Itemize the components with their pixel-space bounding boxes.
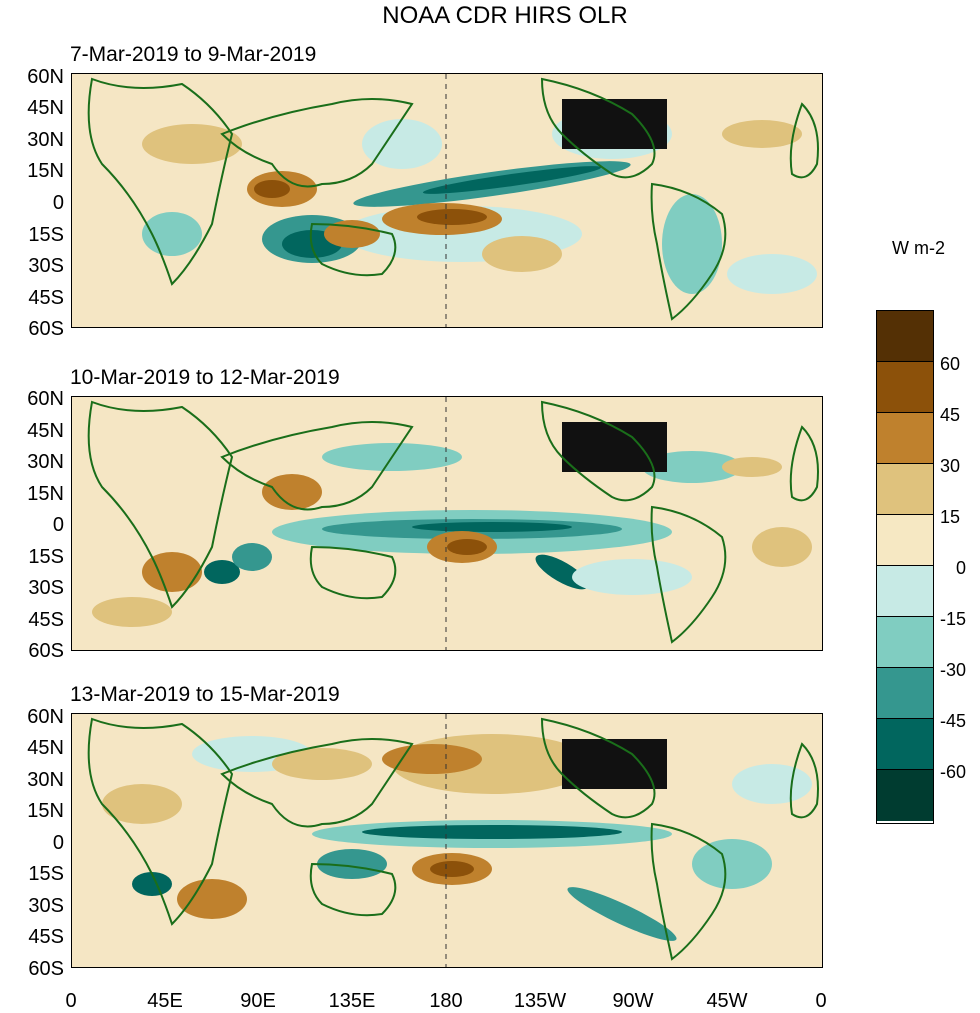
colorbar-label: 60 (940, 354, 961, 374)
colorbar-label: -30 (940, 660, 967, 680)
colorbar-label: 0 (956, 558, 967, 578)
lat-label: 60N (27, 706, 64, 728)
lat-label: 45N (27, 420, 64, 442)
lat-label: 15N (27, 800, 64, 822)
land-mask-north-america (562, 739, 667, 789)
lat-label: 30N (27, 451, 64, 473)
lat-label: 60N (27, 66, 64, 88)
lon-label: 90E (240, 990, 276, 1012)
lat-label: 0 (52, 514, 64, 536)
coastlines (87, 717, 819, 961)
panel-2-title: 10-Mar-2019 to 12-Mar-2019 (70, 366, 340, 389)
panel-1-field (87, 74, 819, 327)
lat-label: 30N (27, 769, 64, 791)
panel-3-title: 13-Mar-2019 to 15-Mar-2019 (70, 683, 340, 706)
coastlines (87, 400, 819, 644)
colorbar-label: 15 (940, 507, 961, 527)
lat-label: 60N (27, 388, 64, 410)
panel-1-title: 7-Mar-2019 to 9-Mar-2019 (70, 43, 317, 66)
lat-label: 30S (28, 255, 64, 277)
panel-1-map (71, 73, 823, 328)
lon-label: 0 (65, 990, 77, 1012)
lon-label: 90W (612, 990, 654, 1012)
lon-label: 180 (429, 990, 463, 1012)
lat-label: 60S (28, 640, 64, 662)
lat-label: 15N (27, 483, 64, 505)
lat-label: 60S (28, 318, 64, 340)
olr-anomaly-field-3 (102, 734, 812, 941)
colorbar-label: 30 (940, 456, 961, 476)
panel-2-field (87, 397, 819, 650)
lat-label: 0 (52, 832, 64, 854)
colorbar-label: -60 (940, 762, 967, 782)
lon-label: 45W (706, 990, 748, 1012)
colorbar-units: W m-2 (892, 238, 945, 258)
colorbar-swatch (877, 617, 933, 668)
colorbar-label: -15 (940, 609, 967, 629)
lat-label: 30N (27, 129, 64, 151)
colorbar-swatch (877, 464, 933, 515)
lat-label: 45S (28, 287, 64, 309)
lat-label: 15S (28, 224, 64, 246)
lat-label: 30S (28, 577, 64, 599)
lon-label: 45E (147, 990, 183, 1012)
colorbar-swatch (877, 566, 933, 617)
colorbar-label: -45 (940, 711, 967, 731)
olr-anomaly-field-2 (92, 443, 812, 627)
coastlines (87, 77, 819, 321)
colorbar-swatch (877, 362, 933, 413)
colorbar-swatch (877, 413, 933, 464)
colorbar-swatch (877, 515, 933, 566)
land-mask-north-america (562, 99, 667, 149)
lon-label: 135E (328, 990, 376, 1012)
lat-label: 0 (52, 192, 64, 214)
colorbar-swatch (877, 311, 933, 362)
lat-label: 15S (28, 546, 64, 568)
panel-3-field (87, 714, 819, 967)
lat-label: 45N (27, 97, 64, 119)
lat-label: 60S (28, 958, 64, 980)
lat-label: 30S (28, 895, 64, 917)
colorbar-label: 45 (940, 405, 961, 425)
panel-3-map (71, 713, 823, 968)
lat-label: 45S (28, 609, 64, 631)
colorbar-swatch (877, 719, 933, 770)
panel-2-map (71, 396, 823, 651)
lat-label: 45N (27, 737, 64, 759)
colorbar-swatch (877, 668, 933, 719)
lat-label: 15N (27, 160, 64, 182)
colorbar (876, 310, 934, 824)
land-mask-north-america (562, 422, 667, 472)
colorbar-swatch (877, 770, 933, 821)
lon-label: 0 (815, 990, 827, 1012)
lon-label: 135W (513, 990, 567, 1012)
lat-label: 15S (28, 863, 64, 885)
lat-label: 45S (28, 926, 64, 948)
figure-title: NOAA CDR HIRS OLR (382, 2, 628, 29)
